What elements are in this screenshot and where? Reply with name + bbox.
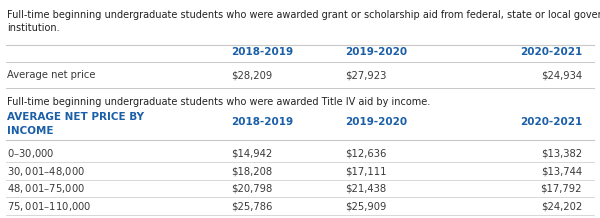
Text: 2020-2021: 2020-2021 — [520, 117, 582, 127]
Text: Average net price: Average net price — [7, 70, 96, 80]
Text: 2018-2019: 2018-2019 — [231, 47, 293, 57]
Text: $48,001 – $75,000: $48,001 – $75,000 — [7, 182, 85, 195]
Text: 2019-2020: 2019-2020 — [345, 47, 407, 57]
Text: 2020-2021: 2020-2021 — [520, 47, 582, 57]
Text: INCOME: INCOME — [7, 126, 54, 136]
Text: 2018-2019: 2018-2019 — [231, 117, 293, 127]
Text: $0 – $30,000: $0 – $30,000 — [7, 147, 55, 160]
Text: institution.: institution. — [7, 23, 60, 33]
Text: $13,382: $13,382 — [541, 149, 582, 159]
Text: $25,786: $25,786 — [231, 201, 272, 211]
Text: $27,923: $27,923 — [345, 70, 386, 80]
Text: 2019-2020: 2019-2020 — [345, 117, 407, 127]
Text: $13,744: $13,744 — [541, 166, 582, 176]
Text: $28,209: $28,209 — [231, 70, 272, 80]
Text: $75,001 – $110,000: $75,001 – $110,000 — [7, 199, 92, 213]
Text: $25,909: $25,909 — [345, 201, 386, 211]
Text: $17,792: $17,792 — [541, 184, 582, 194]
Text: $17,111: $17,111 — [345, 166, 386, 176]
Text: $12,636: $12,636 — [345, 149, 386, 159]
Text: $14,942: $14,942 — [231, 149, 272, 159]
Text: $24,202: $24,202 — [541, 201, 582, 211]
Text: $21,438: $21,438 — [345, 184, 386, 194]
Text: $24,934: $24,934 — [541, 70, 582, 80]
Text: $20,798: $20,798 — [231, 184, 272, 194]
Text: $18,208: $18,208 — [231, 166, 272, 176]
Text: Full-time beginning undergraduate students who were awarded Title IV aid by inco: Full-time beginning undergraduate studen… — [7, 97, 430, 107]
Text: $30,001 – $48,000: $30,001 – $48,000 — [7, 165, 85, 178]
Text: Full-time beginning undergraduate students who were awarded grant or scholarship: Full-time beginning undergraduate studen… — [7, 10, 600, 20]
Text: AVERAGE NET PRICE BY: AVERAGE NET PRICE BY — [7, 112, 144, 122]
